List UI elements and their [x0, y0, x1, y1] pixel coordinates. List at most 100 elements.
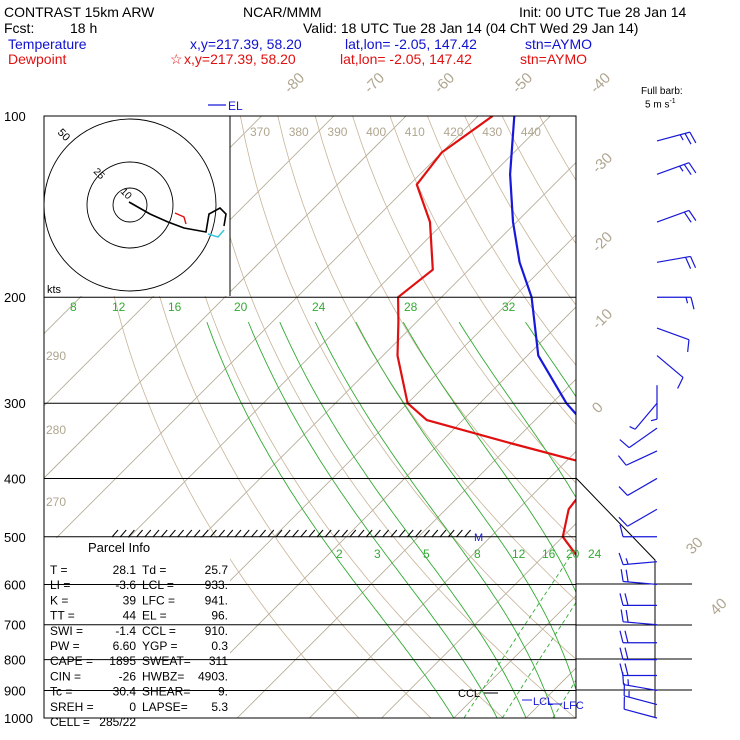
wind-barb-staff	[627, 508, 658, 527]
isotherm-label: -80	[281, 69, 308, 96]
stability-hatch	[234, 529, 242, 538]
parcel-param-value: 25.7	[205, 563, 229, 577]
wind-barb	[623, 683, 658, 706]
wind-barb-full	[617, 455, 627, 466]
isotherm-label: 40	[707, 595, 731, 619]
dewpoint-legend-label: Dewpoint	[8, 51, 67, 67]
wind-barb-full	[624, 663, 629, 676]
temperature-xy: x,y=217.39, 58.20	[190, 36, 302, 52]
parcel-param-label: CCL =	[142, 624, 176, 638]
dry-adiabat	[352, 116, 576, 484]
parcel-param-label: Tc =	[50, 685, 72, 699]
hodograph-trace	[128, 201, 227, 233]
theta-label: 270	[46, 495, 66, 509]
parcel-param-value: 4903.	[198, 669, 228, 683]
wind-barb-full	[688, 210, 697, 221]
moist-adiabat	[355, 321, 576, 692]
isobar-label: 900	[4, 683, 26, 698]
theta-label: 370	[250, 125, 270, 139]
wind-barb-full	[690, 297, 695, 310]
parcel-param-value: 9.	[218, 685, 228, 699]
isobar-label: 300	[4, 396, 26, 411]
isobar-label: 500	[4, 530, 26, 545]
wind-barb-full	[618, 486, 628, 496]
wind-barb-staff	[628, 427, 658, 449]
parcel-param-label: LCL =	[142, 578, 174, 592]
dry-adiabat	[127, 116, 432, 718]
wind-barb	[617, 450, 658, 466]
temperature-latlon: lat,lon= -2.05, 147.42	[345, 36, 477, 52]
stability-hatch	[382, 529, 389, 538]
isotherm-label: -20	[589, 228, 616, 255]
theta-label: 400	[366, 125, 386, 139]
barb-column-frame	[575, 477, 656, 718]
isotherm-line	[44, 116, 335, 407]
model-title: CONTRAST 15km ARW	[4, 4, 155, 20]
wind-barb-full	[618, 516, 628, 527]
wind-barb-staff	[623, 561, 658, 566]
wind-barb-staff	[634, 402, 658, 430]
wind-barb	[620, 569, 658, 586]
hodograph-ring	[44, 118, 217, 292]
stability-hatch	[210, 529, 217, 538]
mixing-ratio-label: 16	[542, 547, 556, 561]
stability-hatch	[242, 529, 250, 538]
lfc-marker-label: LFC	[563, 700, 584, 712]
temperature-profile-line	[509, 116, 576, 416]
mixing-ratio-label: 3	[374, 547, 381, 561]
wind-barb-full	[619, 593, 624, 606]
dry-adiabat	[165, 116, 504, 718]
stability-hatch	[169, 529, 176, 538]
wind-barb-full	[688, 162, 697, 174]
parcel-param-value: 28.1	[113, 563, 137, 577]
wind-barb-staff	[656, 255, 691, 263]
stability-hatch	[136, 529, 143, 538]
isotherm-line	[670, 116, 740, 718]
isobar-label: 1000	[4, 711, 33, 726]
wind-barb-staff	[625, 450, 658, 466]
parcel-param-label: TT =	[50, 609, 75, 623]
parcel-param-value: 1895	[109, 654, 136, 668]
dry-adiabat	[464, 116, 576, 306]
wind-barb	[619, 593, 657, 606]
stability-hatch	[316, 529, 324, 538]
wind-barb	[619, 663, 657, 677]
wind-barb-full	[619, 630, 624, 643]
wind-barb-full	[620, 609, 624, 622]
isobar-label: 800	[4, 653, 26, 668]
wind-barb-half	[685, 297, 689, 304]
dry-adiabat	[577, 116, 740, 718]
parcel-param-label: SWEAT=	[142, 654, 191, 668]
isotherm-line	[44, 116, 479, 551]
wind-barb-full	[683, 211, 692, 223]
parcel-param-value: -3.6	[115, 578, 136, 592]
parcel-param-label: CIN =	[50, 669, 81, 683]
wind-barb-full	[619, 647, 624, 660]
moist-adiabat	[314, 321, 556, 718]
wind-barb-staff	[623, 621, 658, 626]
hodograph-units: kts	[47, 284, 62, 296]
parcel-param-value: 44	[123, 609, 137, 623]
dewpoint-star-icon: ☆	[170, 51, 183, 67]
theta-label: 410	[405, 125, 425, 139]
parcel-param-label: T =	[50, 563, 67, 577]
parcel-param-value: 311	[209, 654, 228, 668]
wind-barb	[657, 296, 695, 310]
stability-hatch	[111, 529, 119, 538]
stability-hatch	[177, 529, 184, 538]
wind-barb-staff	[656, 209, 690, 223]
wind-barb-staff	[627, 477, 658, 496]
wind-barb-full	[622, 672, 625, 685]
wind-barb-full	[684, 133, 692, 145]
stability-hatch	[431, 529, 439, 538]
isotherm-line	[525, 667, 576, 718]
parcel-param-value: -26	[119, 669, 137, 683]
wind-barb-staff	[624, 695, 658, 706]
stability-hatch	[447, 529, 455, 538]
wind-barb	[620, 609, 658, 626]
parcel-param-label: YGP =	[142, 639, 177, 653]
el-marker-label: EL	[228, 99, 243, 113]
stability-hatch	[415, 529, 422, 538]
isobar-label: 100	[4, 109, 26, 124]
wind-barb-staff	[656, 355, 684, 378]
